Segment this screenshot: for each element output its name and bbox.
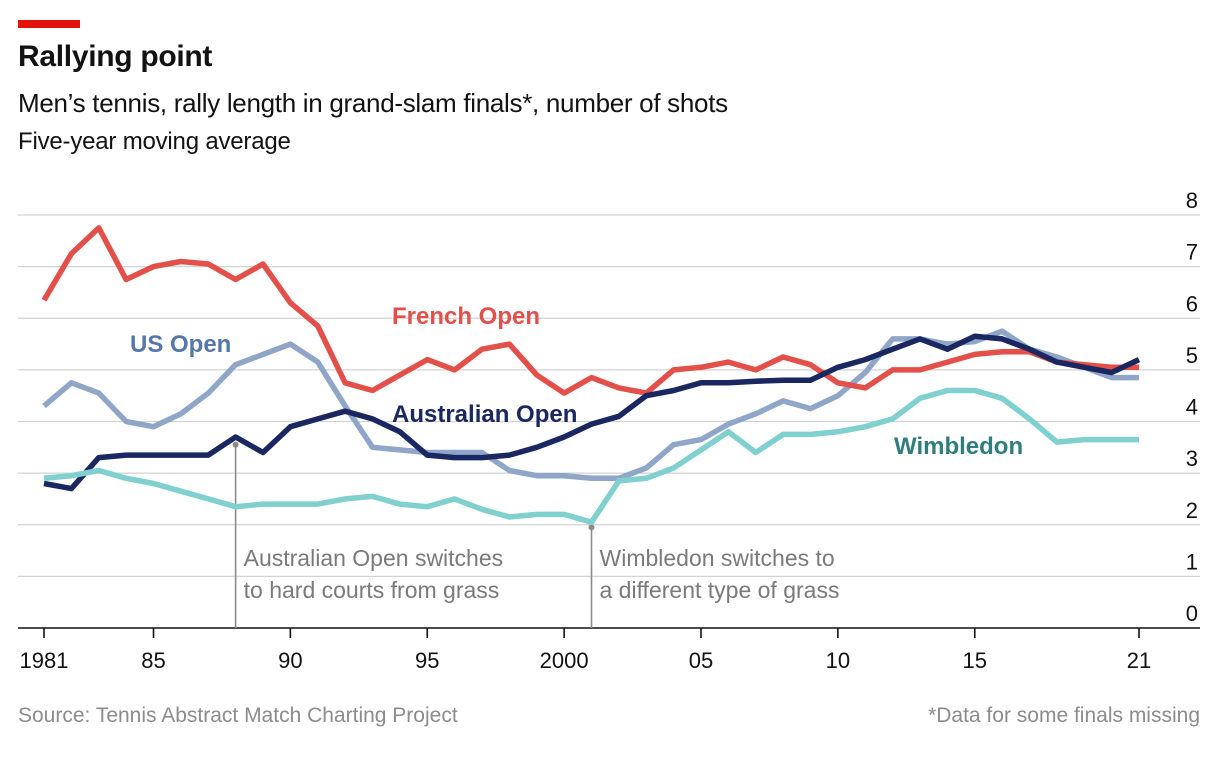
annotation-dot — [588, 524, 595, 531]
x-axis: 1981 85 90 95 2000 05 10 15 21 — [20, 628, 1151, 673]
x-tick-label: 95 — [415, 648, 439, 673]
y-tick-label: 3 — [1186, 446, 1198, 471]
annotations: Australian Open switches to hard courts f… — [232, 441, 840, 628]
chart-note: Five-year moving average — [18, 128, 291, 155]
annotation-dot — [232, 441, 239, 448]
y-tick-label: 1 — [1186, 549, 1198, 574]
y-tick-label: 0 — [1186, 601, 1198, 626]
x-tick-label: 21 — [1127, 648, 1151, 673]
y-tick-label: 5 — [1186, 343, 1198, 368]
footnote: *Data for some finals missing — [928, 704, 1200, 727]
x-tick-label: 1981 — [20, 648, 69, 673]
y-tick-label: 2 — [1186, 498, 1198, 523]
x-tick-label: 2000 — [540, 648, 589, 673]
series-labels: US Open French Open Australian Open Wimbled… — [130, 303, 1023, 460]
annotation-text: Wimbledon switches to — [600, 545, 835, 571]
series-line-french-open — [41, 225, 1139, 396]
annotation-text: a different type of grass — [600, 577, 840, 603]
x-tick-label: 90 — [278, 648, 302, 673]
chart-title: Rallying point — [18, 40, 213, 73]
y-tick-label: 8 — [1186, 188, 1198, 213]
series-label-french-open: French Open — [392, 303, 540, 330]
series-line-australian-open — [43, 333, 1141, 492]
y-axis-labels: 0 1 2 3 4 5 6 7 8 — [1186, 188, 1198, 626]
y-tick-label: 7 — [1186, 240, 1198, 265]
y-tick-label: 4 — [1186, 395, 1198, 420]
series-lines — [41, 225, 1141, 525]
series-line-wimbledon — [43, 387, 1139, 525]
series-label-australian-open: Australian Open — [392, 401, 577, 428]
series-label-wimbledon: Wimbledon — [894, 433, 1023, 460]
annotation-text: to hard courts from grass — [244, 577, 500, 603]
series-label-us-open: US Open — [130, 331, 231, 358]
x-tick-label: 85 — [141, 648, 165, 673]
x-tick-label: 15 — [963, 648, 987, 673]
annotation-text: Australian Open switches — [244, 545, 504, 571]
x-tick-label: 05 — [689, 648, 713, 673]
economist-red-bar — [18, 20, 80, 28]
source-note: Source: Tennis Abstract Match Charting P… — [18, 704, 458, 727]
y-tick-label: 6 — [1186, 291, 1198, 316]
x-tick-label: 10 — [826, 648, 850, 673]
chart-subtitle: Men’s tennis, rally length in grand-slam… — [18, 88, 728, 118]
